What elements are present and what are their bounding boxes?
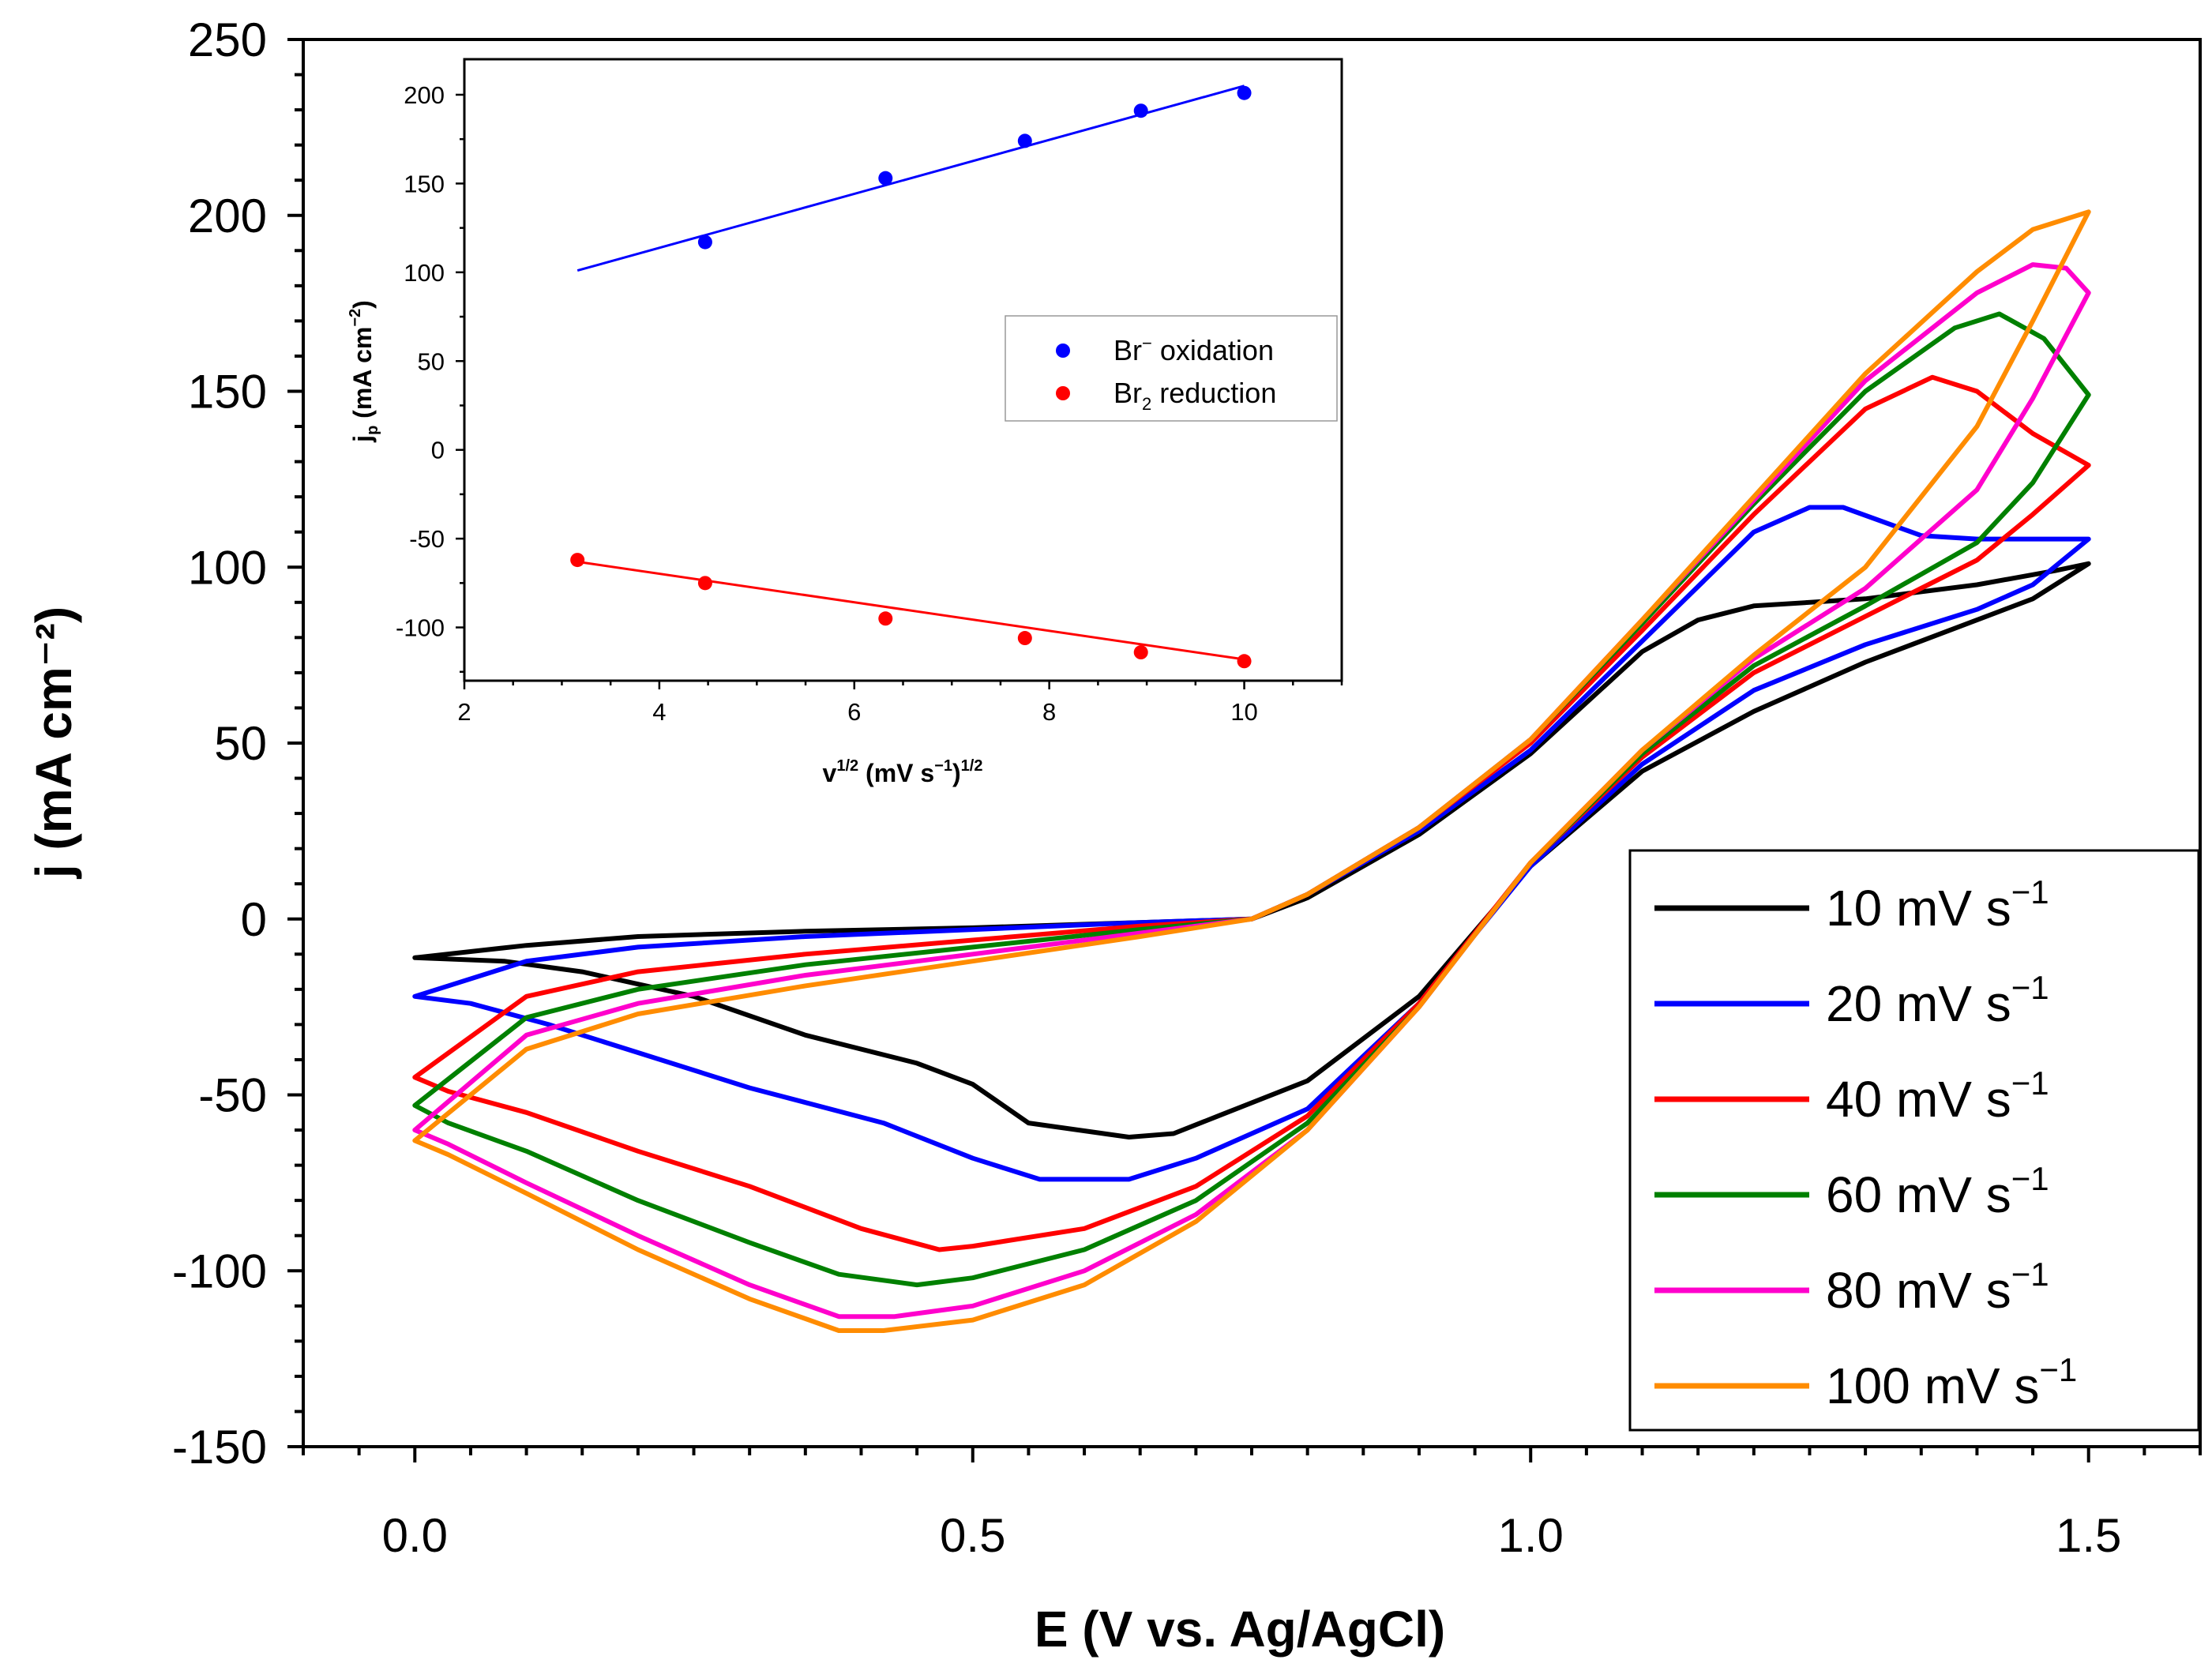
y-axis-title: j (mA cm⁻²) (25, 606, 82, 879)
inset-point-0-3 (1133, 103, 1148, 118)
inset-x-tick-label: 10 (1230, 698, 1257, 726)
inset-legend-marker-1 (1056, 386, 1070, 400)
inset-legend-label-1: Br2 reduction (1114, 377, 1276, 414)
legend-label-1: 20 mV s−1 (1826, 969, 2049, 1032)
inset-legend-box (1005, 315, 1338, 422)
legend-box (1628, 849, 2200, 1432)
inset-x-tick-label: 6 (847, 698, 861, 726)
inset-point-0-2 (1017, 133, 1032, 148)
inset-fit-line-1 (576, 560, 1245, 661)
inset-point-1-4 (1133, 645, 1148, 660)
legend-label-4: 80 mV s−1 (1826, 1256, 2049, 1319)
inset-y-tick-label: -100 (396, 614, 445, 642)
inset-plot: 2 4 6 8 10 -100 -50 0 50 100 150 200 v1/2 (mV s−1)1/… (347, 58, 1343, 787)
inset-point-1-2 (878, 611, 893, 626)
inset-y-tick-label: -50 (409, 525, 445, 553)
inset-point-0-0 (697, 235, 712, 250)
inset-fit-line-0 (576, 84, 1245, 272)
y-tick-label: -150 (172, 1421, 267, 1474)
inset-legend-marker-0 (1056, 344, 1070, 358)
x-tick-label: 0.0 (382, 1509, 448, 1562)
inset-x-tick-label: 8 (1042, 698, 1056, 726)
inset-point-1-0 (570, 553, 585, 568)
inset-y-tick-label: 200 (404, 81, 445, 109)
y-tick-label: 0 (241, 893, 267, 946)
inset-point-0-1 (878, 171, 893, 186)
y-tick-label: 150 (188, 366, 267, 419)
x-tick-label: 1.0 (1498, 1509, 1564, 1562)
legend-label-2: 40 mV s−1 (1826, 1064, 2049, 1128)
inset-y-axis-title: jp (mA cm−2) (347, 300, 381, 443)
y-tick-label: 100 (188, 541, 267, 594)
x-tick-label: 0.5 (940, 1509, 1005, 1562)
x-axis-title: E (V vs. Ag/AgCl) (1035, 1601, 1445, 1658)
y-tick-label: -100 (172, 1245, 267, 1297)
y-tick-label: -50 (198, 1069, 267, 1122)
legend-label-3: 60 mV s−1 (1826, 1160, 2049, 1223)
inset-legend: Br− oxidation Br2 reduction (1005, 315, 1338, 422)
inset-y-tick-label: 50 (418, 347, 445, 375)
inset-point-0-4 (1237, 85, 1252, 100)
inset-y-tick-label: 0 (431, 437, 445, 464)
y-tick-label: 200 (188, 190, 267, 242)
series-line-5 (412, 209, 2091, 1333)
legend: 10 mV s−1 20 mV s−1 40 mV s−1 60 mV s−1 80 m… (1628, 849, 2200, 1432)
inset-x-tick-label: 2 (457, 698, 471, 726)
legend-label-5: 100 mV s−1 (1826, 1351, 2077, 1414)
inset-point-1-1 (697, 576, 712, 591)
inset-point-1-5 (1237, 654, 1252, 669)
y-tick-label: 50 (214, 717, 267, 770)
x-tick-label: 1.5 (2056, 1509, 2121, 1562)
y-tick-label: 250 (188, 13, 267, 66)
inset-y-tick-label: 150 (404, 170, 445, 197)
inset-legend-label-0: Br− oxidation (1114, 333, 1274, 366)
main-plot: 0.0 0.5 1.0 1.5-150-100-50050100150200250E … (25, 13, 2202, 1658)
inset-point-1-3 (1017, 631, 1032, 646)
legend-label-0: 10 mV s−1 (1826, 873, 2049, 937)
inset-x-tick-label: 4 (652, 698, 666, 726)
inset-x-axis-title: v1/2 (mV s−1)1/2 (823, 757, 983, 787)
inset-y-tick-label: 100 (404, 259, 445, 287)
